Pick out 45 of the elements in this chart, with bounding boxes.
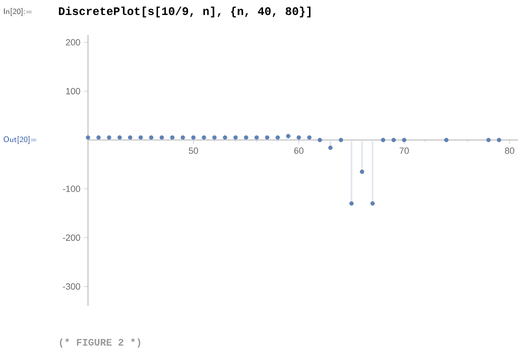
point bbox=[106, 135, 112, 140]
point bbox=[328, 146, 333, 150]
x-tick-label: 50 bbox=[188, 147, 198, 154]
point bbox=[276, 135, 280, 140]
point bbox=[128, 135, 132, 140]
point bbox=[391, 138, 396, 142]
text: (* FIGURE 2 *) bbox=[60, 338, 140, 348]
y-tick-label: -100 bbox=[62, 186, 80, 192]
point bbox=[296, 135, 301, 140]
point bbox=[212, 135, 217, 140]
y-tick-label: 200 bbox=[66, 39, 80, 46]
point bbox=[117, 135, 122, 140]
y-tick-label: 100 bbox=[66, 88, 80, 94]
point bbox=[349, 201, 354, 206]
point bbox=[222, 135, 228, 140]
point bbox=[160, 135, 164, 140]
point bbox=[202, 135, 206, 140]
point bbox=[286, 134, 290, 138]
point bbox=[170, 135, 175, 140]
point bbox=[370, 201, 375, 206]
x-tick-label: 70 bbox=[400, 147, 409, 154]
y-tick-label: -300 bbox=[62, 283, 80, 290]
text: DiscretePlot[s[10/9, n], {n, 40, 80}] bbox=[58, 6, 310, 18]
point bbox=[318, 138, 322, 142]
point bbox=[380, 138, 386, 142]
point bbox=[444, 138, 449, 142]
point bbox=[360, 170, 364, 174]
point bbox=[307, 135, 312, 140]
point bbox=[338, 138, 344, 142]
point bbox=[486, 138, 491, 142]
y-tick-label: -200 bbox=[62, 234, 80, 241]
point bbox=[254, 135, 259, 140]
point bbox=[264, 135, 270, 140]
point bbox=[496, 138, 502, 142]
x-tick-label: 80 bbox=[504, 147, 514, 154]
point bbox=[180, 135, 186, 140]
point bbox=[86, 135, 90, 140]
point bbox=[191, 135, 196, 140]
point bbox=[244, 135, 248, 140]
point bbox=[96, 135, 101, 140]
point bbox=[233, 135, 238, 140]
x-tick-label: 60 bbox=[294, 147, 304, 154]
point bbox=[149, 135, 154, 140]
point bbox=[138, 135, 143, 140]
point bbox=[402, 138, 406, 142]
